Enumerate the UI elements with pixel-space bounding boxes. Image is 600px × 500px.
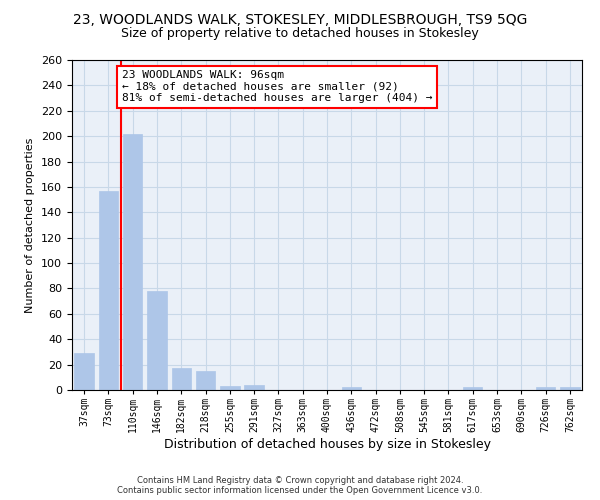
Bar xyxy=(560,388,580,390)
Bar xyxy=(74,353,94,390)
Bar xyxy=(220,386,239,390)
Bar xyxy=(341,388,361,390)
Text: 23, WOODLANDS WALK, STOKESLEY, MIDDLESBROUGH, TS9 5QG: 23, WOODLANDS WALK, STOKESLEY, MIDDLESBR… xyxy=(73,12,527,26)
Text: Size of property relative to detached houses in Stokesley: Size of property relative to detached ho… xyxy=(121,28,479,40)
Bar xyxy=(147,291,167,390)
Text: 23 WOODLANDS WALK: 96sqm
← 18% of detached houses are smaller (92)
81% of semi-d: 23 WOODLANDS WALK: 96sqm ← 18% of detach… xyxy=(122,70,432,103)
Bar xyxy=(99,190,118,390)
Bar xyxy=(172,368,191,390)
Y-axis label: Number of detached properties: Number of detached properties xyxy=(25,138,35,312)
Bar xyxy=(536,388,555,390)
Bar xyxy=(463,388,482,390)
Bar xyxy=(123,134,142,390)
Text: Contains HM Land Registry data © Crown copyright and database right 2024.
Contai: Contains HM Land Registry data © Crown c… xyxy=(118,476,482,495)
Bar xyxy=(244,385,264,390)
Bar xyxy=(196,371,215,390)
X-axis label: Distribution of detached houses by size in Stokesley: Distribution of detached houses by size … xyxy=(163,438,491,451)
